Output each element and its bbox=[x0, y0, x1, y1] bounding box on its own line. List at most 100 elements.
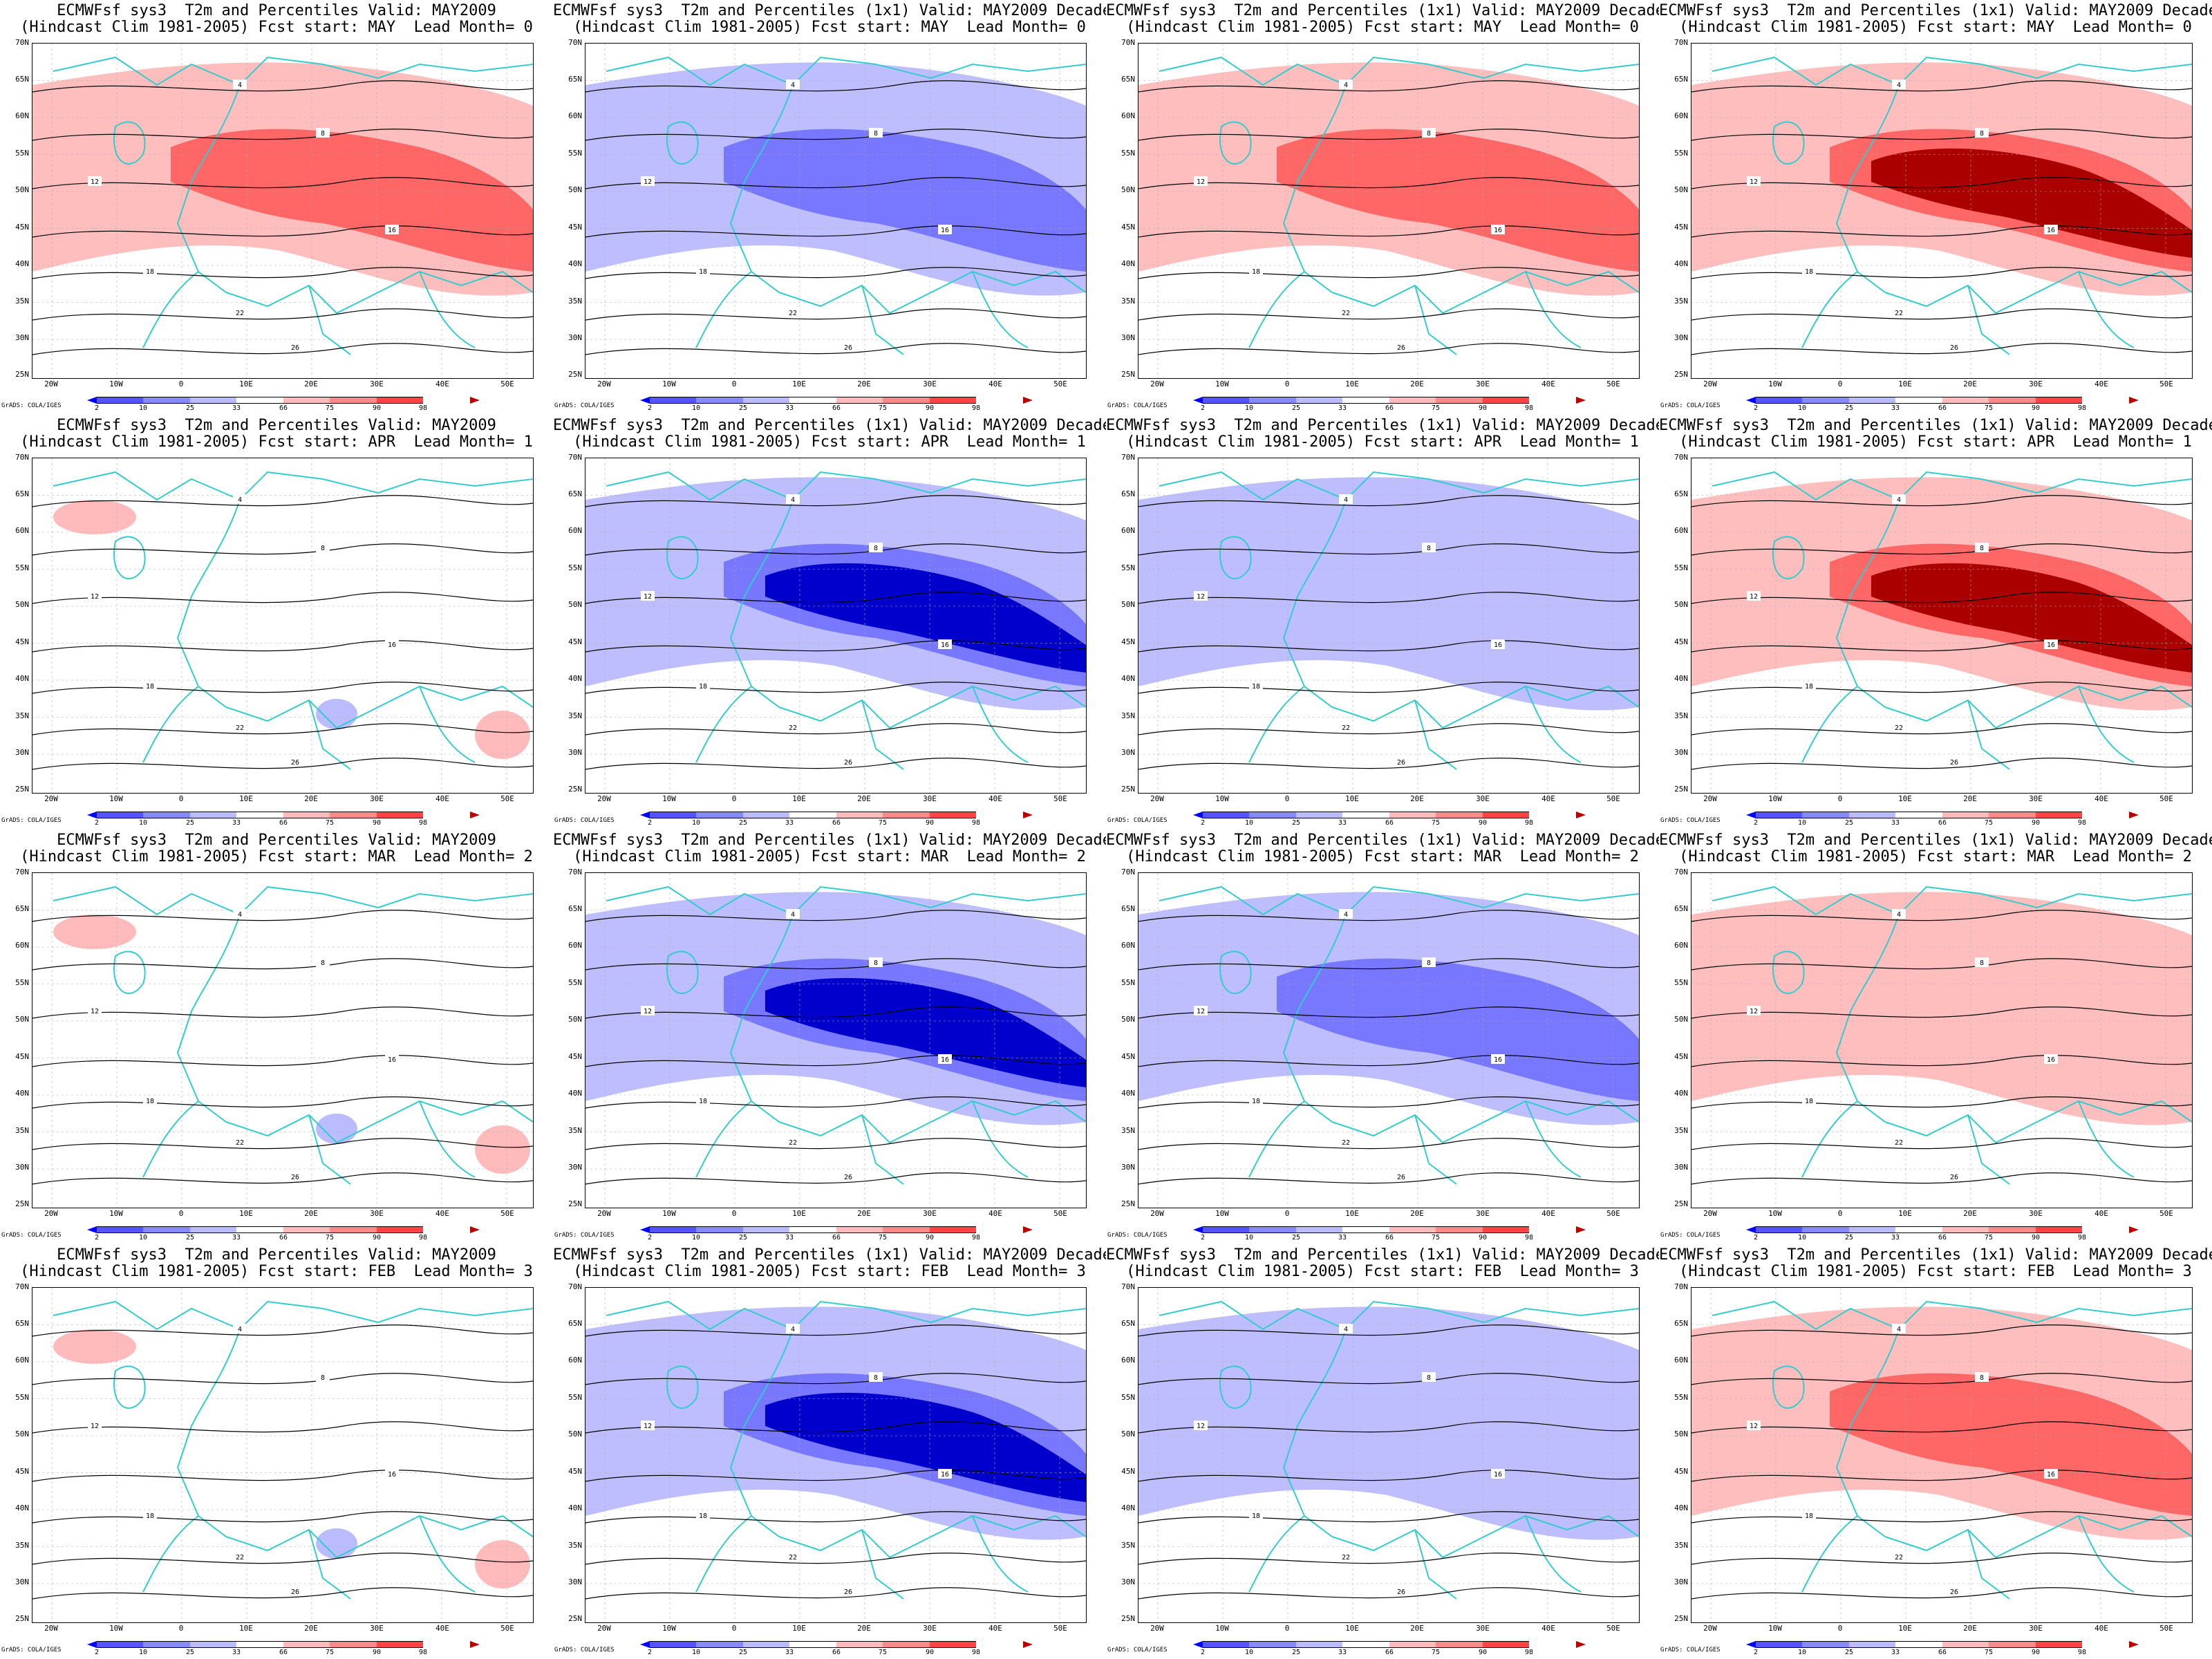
contour-label-box bbox=[1339, 1552, 1353, 1562]
longitude-label: 50E bbox=[2159, 794, 2173, 803]
colorbar-high-arrow bbox=[1023, 397, 1033, 404]
colorbar-tick-label: 66 bbox=[1938, 1234, 1947, 1241]
contour-label-box bbox=[869, 957, 883, 967]
longitude-label: 20E bbox=[304, 1624, 318, 1633]
longitude-label: 20W bbox=[1703, 1209, 1717, 1218]
latitude-label: 50N bbox=[568, 1015, 582, 1024]
map-panel: ECMWFsf sys3 T2m and Percentiles (1x1) V… bbox=[1106, 830, 1659, 1244]
latitude-label: 35N bbox=[568, 1126, 582, 1135]
contour-label-box bbox=[938, 1469, 952, 1479]
contour-label: 16 bbox=[941, 641, 949, 649]
temperature-anomaly-map: 4 8 12 16 18 22 26 bbox=[1138, 1287, 1640, 1623]
colorbar-tick-label: 66 bbox=[1938, 1649, 1947, 1656]
latitude-label: 30N bbox=[568, 748, 582, 757]
latitude-label: 60N bbox=[1674, 526, 1688, 535]
colorbar-segment bbox=[1436, 1226, 1483, 1233]
contour-label: 16 bbox=[1494, 641, 1502, 649]
temperature-contour bbox=[32, 495, 533, 507]
colorbar-tick-label: 66 bbox=[832, 819, 841, 827]
contour-label-box bbox=[1249, 1096, 1263, 1105]
latitude-label: 55N bbox=[1121, 563, 1135, 572]
longitude-label: 30E bbox=[1476, 1624, 1490, 1633]
contour-label: 16 bbox=[1494, 1056, 1502, 1064]
colorbar-segment bbox=[2036, 812, 2082, 818]
temperature-contour bbox=[1691, 1511, 2192, 1524]
longitude-label: 10E bbox=[1345, 1624, 1359, 1633]
contour-label-box bbox=[143, 266, 157, 276]
colorbar-tick-label: 10 bbox=[1797, 819, 1807, 827]
temperature-contour bbox=[585, 80, 1086, 93]
colorbar-segment bbox=[1989, 812, 2036, 818]
contour-label-box bbox=[88, 591, 102, 601]
latitude-label: 65N bbox=[568, 75, 582, 84]
colorbar-segment bbox=[696, 397, 743, 404]
contour-label: 16 bbox=[388, 1056, 396, 1064]
map-svg: 4 8 12 16 18 22 26 bbox=[1138, 873, 1639, 1208]
colorbar-low-arrow bbox=[1193, 1226, 1203, 1233]
longitude-label: 0 bbox=[1837, 379, 1843, 388]
longitude-label: 10W bbox=[1768, 1624, 1782, 1633]
latitude-label: 60N bbox=[1674, 1356, 1688, 1365]
contour-label-box bbox=[1339, 79, 1353, 89]
contour-label-box bbox=[1947, 1586, 1961, 1596]
colorbar-low-arrow bbox=[1746, 812, 1756, 818]
longitude-label: 20E bbox=[1963, 794, 1977, 803]
colorbar-high-arrow bbox=[1023, 812, 1033, 818]
colorbar-segment bbox=[743, 397, 789, 404]
colorbar-segment bbox=[1389, 1226, 1436, 1233]
colorbar-segment bbox=[1989, 1226, 2036, 1233]
temperature-contour bbox=[1138, 80, 1639, 93]
colorbar-segment bbox=[377, 1641, 423, 1648]
contour-label: 22 bbox=[789, 310, 797, 317]
panel-title-line1: ECMWFsf sys3 T2m and Percentiles (1x1) V… bbox=[1659, 1246, 2212, 1264]
anomaly-region bbox=[1830, 1373, 2192, 1516]
contour-label: 4 bbox=[791, 82, 795, 89]
temperature-contour bbox=[585, 723, 1086, 735]
map-svg: 4 8 12 16 18 22 26 bbox=[32, 1288, 533, 1622]
colorbar-segment bbox=[1895, 1641, 1942, 1648]
colorbar-tick-label: 90 bbox=[372, 1234, 382, 1241]
map-panel: ECMWFsf sys3 T2m and Percentiles Valid: … bbox=[0, 1244, 553, 1659]
latitude-label: 30N bbox=[1121, 333, 1135, 342]
colorbar-segment bbox=[930, 1226, 976, 1233]
contour-label: 12 bbox=[1750, 1423, 1758, 1430]
colorbar-segment bbox=[1802, 1641, 1849, 1648]
longitude-label: 20W bbox=[1703, 794, 1717, 803]
contour-label-box bbox=[2044, 225, 2058, 234]
contour-label-box bbox=[1422, 128, 1436, 138]
latitude-label: 50N bbox=[1674, 600, 1688, 609]
colorbar-tick-label: 25 bbox=[1291, 819, 1301, 827]
colorbar-segment bbox=[97, 397, 143, 404]
longitude-label: 20W bbox=[44, 1624, 58, 1633]
contour-label: 16 bbox=[2047, 1471, 2055, 1479]
colorbar-segment bbox=[1756, 1226, 1802, 1233]
longitude-label: 40E bbox=[1541, 1209, 1555, 1218]
contour-label-box bbox=[1422, 1372, 1436, 1382]
contour-label-box bbox=[696, 1510, 710, 1520]
colorbar-tick-label: 33 bbox=[1891, 1649, 1900, 1656]
contour-label: 18 bbox=[699, 268, 707, 276]
longitude-label: 40E bbox=[988, 794, 1002, 803]
colorbar-segment bbox=[236, 1641, 283, 1648]
contour-label-box bbox=[2044, 639, 2058, 649]
map-svg: 4 8 12 16 18 22 26 bbox=[585, 44, 1086, 378]
colorbar-segment bbox=[1203, 397, 1249, 404]
colorbar-segment bbox=[1756, 1641, 1802, 1648]
latitude-label: 55N bbox=[1121, 1393, 1135, 1402]
colorbar-tick-label: 75 bbox=[1984, 819, 1994, 827]
colorbar-tick-label: 75 bbox=[1431, 1649, 1441, 1656]
temperature-anomaly-map: 4 8 12 16 18 22 26 bbox=[585, 43, 1087, 379]
latitude-label: 50N bbox=[15, 185, 29, 194]
contour-label: 12 bbox=[644, 593, 652, 601]
map-panel: ECMWFsf sys3 T2m and Percentiles (1x1) V… bbox=[1659, 1244, 2212, 1659]
contour-label-box bbox=[1339, 1137, 1353, 1147]
colorbar-segment bbox=[1389, 812, 1436, 818]
contour-label-box bbox=[1747, 591, 1761, 601]
latitude-label: 45N bbox=[15, 1467, 29, 1476]
latitude-label: 25N bbox=[1674, 370, 1688, 379]
colorbar-tick-label: 66 bbox=[1938, 819, 1947, 827]
longitude-label: 50E bbox=[2159, 379, 2173, 388]
colorbar-tick-label: 2 bbox=[647, 819, 653, 827]
contour-label-box bbox=[1491, 639, 1505, 649]
colorbar-segment bbox=[883, 812, 930, 818]
